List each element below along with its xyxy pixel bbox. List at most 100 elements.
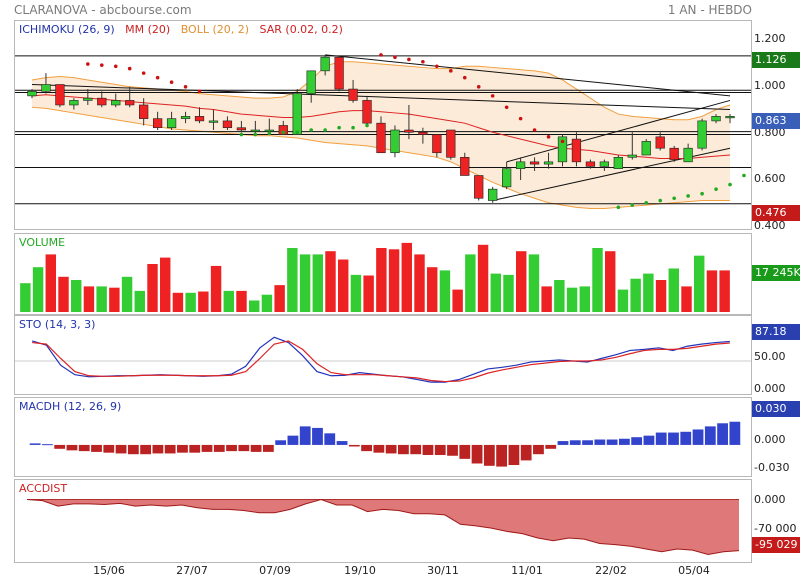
candle-body [488,188,498,201]
volume-bar [261,294,273,312]
volume-bar [490,273,501,312]
macd-histogram-bar [643,435,655,445]
macd-histogram-bar [373,444,385,453]
sar-dot [99,63,104,67]
volume-title: VOLUME [19,236,66,249]
xtick-2: 27/07 [176,564,208,577]
macd-histogram-bar [410,444,422,455]
macd-title: MACDH (12, 26, 9) [19,400,122,413]
macd-histogram-bar [127,444,139,455]
volume-bar [312,254,323,312]
candle-body [222,120,233,129]
sar-dot [490,94,495,98]
sar-dot [407,57,411,62]
volume-bar [338,259,349,312]
sar-dot [267,131,272,136]
sar-dot [323,128,327,132]
volume-bar [96,286,107,312]
sar-dot [239,132,244,137]
sar-dot [504,105,509,110]
volume-bar [694,255,705,312]
candle-body [208,120,219,123]
candle-body [474,175,484,199]
high-marker-badge: 1.126 [752,52,800,68]
volume-bar [325,251,336,312]
candle-body [641,141,651,156]
accdist-area [27,499,739,555]
volume-bar [58,276,69,312]
volume-bar [541,286,552,312]
acc-ytick-2: -70 000 [754,522,797,535]
sar-dot [141,71,146,75]
sar-dot [462,75,467,80]
volume-bar [45,254,56,312]
macd-histogram-bar [459,444,471,459]
macd-histogram-bar [238,444,250,452]
candle-body [320,56,330,72]
candle-body [683,147,693,163]
candle-body [41,84,51,92]
volume-bar [363,275,374,312]
volume-bar [668,268,679,312]
stochastic-last-badge: 87.18 [752,324,800,340]
macd-histogram-bar [262,444,274,452]
macd-histogram-bar [299,426,311,445]
macd-histogram-bar [312,427,323,445]
candle-body [515,161,526,169]
candle-body [306,70,316,94]
legend-ichimoku: ICHIMOKU (26, 9) [19,23,115,36]
candle-body [111,100,121,106]
macd-histogram-bar [385,444,397,454]
sar-dot [127,66,132,71]
period-label[interactable]: 1 AN - HEBDO [667,3,752,17]
macd-histogram-bar [103,444,115,453]
candle-body [669,147,679,160]
candle-body [125,100,135,106]
sar-dot [560,139,565,144]
macd-chart-svg [29,421,741,467]
macd-histogram-bar [226,444,237,452]
sar-dot [658,198,663,203]
volume-bar [605,251,616,312]
accdist-title: ACCDIST [19,482,68,495]
xtick-5: 30/11 [427,564,459,577]
candle-body [613,157,623,169]
macd-histogram-bar [336,441,348,445]
candle-body [139,104,149,119]
macd-histogram-bar [569,440,581,445]
candle-body [390,129,400,154]
macd-histogram-bar [177,444,188,453]
macd-histogram-bar [557,441,569,445]
xtick-8: 05/04 [678,564,710,577]
volume-bar [427,267,438,312]
candle-body [557,136,568,163]
sar-dot [309,128,313,132]
candle-body [264,129,274,132]
stochastic-line-d [32,340,730,383]
sar-dot [86,62,90,66]
macd-histogram-bar [91,444,102,452]
sar-dot [113,64,118,69]
macd-last-badge: 0.030 [752,401,800,417]
sar-dot [197,89,202,94]
moving-average-line [31,94,731,159]
macd-histogram-bar [618,438,630,445]
macd-histogram-bar [54,444,66,449]
sar-dot [700,191,704,196]
candle-body [362,100,372,124]
candle-body [236,127,247,131]
candle-body [418,131,428,135]
macd-histogram-bar [115,444,127,454]
candle-body [166,118,177,129]
volume-bar [287,248,298,312]
candle-body [432,134,442,154]
macd-histogram-bar [287,435,299,445]
macd-histogram-bar [140,444,152,455]
macd-histogram-bar [447,444,458,456]
candle-body [446,129,456,158]
macd-histogram-bar [361,444,372,452]
macd-histogram-bar [680,431,692,445]
trendline [506,99,731,163]
sar-dot [728,182,732,187]
price-ytick-2: 1.000 [754,79,786,92]
